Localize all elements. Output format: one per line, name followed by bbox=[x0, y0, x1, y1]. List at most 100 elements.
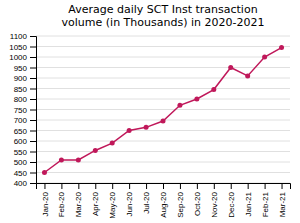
x-tick-label: Mar-21 bbox=[278, 191, 287, 217]
y-tick-label: 1000 bbox=[9, 53, 27, 62]
point bbox=[194, 97, 199, 102]
y-tick-label: 850 bbox=[14, 85, 28, 94]
x-tick-mark bbox=[44, 183, 45, 189]
x-tick: Jun-20 bbox=[125, 183, 134, 216]
chart: Average daily SCT Inst transactionvolume… bbox=[0, 0, 300, 223]
x-tick-mark bbox=[112, 183, 113, 189]
x-tick-label: Jun-20 bbox=[125, 191, 134, 216]
title: Average daily SCT Inst transactionvolume… bbox=[62, 3, 265, 29]
x-tick-label: Sep-20 bbox=[176, 191, 185, 217]
x-tick-mark bbox=[248, 183, 249, 189]
grid-line bbox=[36, 67, 290, 68]
y-axis-line bbox=[30, 37, 37, 184]
x-tick-label: Nov-20 bbox=[210, 191, 219, 217]
x-tick-label: Jan-20 bbox=[41, 191, 50, 216]
x-tick-mark bbox=[197, 183, 198, 189]
grid-line bbox=[36, 78, 290, 79]
grid-line bbox=[36, 172, 290, 173]
x-tick: May-20 bbox=[108, 183, 117, 219]
y-tick-label: 400 bbox=[14, 179, 28, 188]
x-tick: Jul-20 bbox=[142, 183, 151, 214]
x-tick: Aug-20 bbox=[159, 183, 168, 218]
x-tick-mark bbox=[95, 183, 96, 189]
y-axis: 400450 500550 600650 700750 800850 900950 1000… bbox=[9, 32, 36, 188]
y-tick-label: 950 bbox=[14, 64, 28, 73]
x-axis-line bbox=[37, 184, 291, 190]
point bbox=[262, 55, 267, 60]
point bbox=[76, 157, 81, 162]
x-tick-mark bbox=[129, 183, 130, 189]
grid-line bbox=[36, 109, 290, 110]
grid-line bbox=[36, 46, 290, 47]
y-tick-label: 650 bbox=[14, 127, 28, 136]
y-tick-label: 1050 bbox=[9, 43, 27, 52]
x-tick: Mar-21 bbox=[278, 183, 287, 217]
point bbox=[245, 73, 250, 78]
y-tick: 750 bbox=[14, 106, 36, 115]
x-tick-label: Aug-20 bbox=[159, 191, 168, 217]
point bbox=[279, 45, 284, 50]
y-tick-label: 700 bbox=[14, 116, 28, 125]
x-tick: Oct-20 bbox=[193, 183, 202, 216]
y-tick-label: 600 bbox=[14, 137, 28, 146]
y-tick: 850 bbox=[14, 85, 36, 94]
y-tick: 700 bbox=[14, 116, 36, 125]
y-tick-label: 900 bbox=[14, 74, 28, 83]
x-tick-mark bbox=[265, 183, 266, 189]
x-tick: Sep-20 bbox=[176, 183, 185, 218]
y-tick-mark bbox=[30, 57, 36, 58]
y-tick: 650 bbox=[14, 127, 36, 136]
grid-line bbox=[36, 88, 290, 89]
point bbox=[211, 87, 216, 92]
x-tick-mark bbox=[61, 183, 62, 189]
y-tick-mark bbox=[30, 183, 36, 184]
y-tick: 600 bbox=[14, 137, 36, 146]
x-tick: Feb-21 bbox=[261, 183, 270, 217]
y-tick-mark bbox=[30, 131, 36, 132]
y-tick-mark bbox=[30, 89, 36, 90]
y-tick-mark bbox=[30, 78, 36, 79]
y-tick: 800 bbox=[14, 95, 36, 104]
grid-line bbox=[36, 130, 290, 131]
y-tick-label: 450 bbox=[14, 169, 28, 178]
x-tick-mark bbox=[282, 183, 283, 189]
point bbox=[144, 125, 149, 130]
y-tick: 1050 bbox=[9, 43, 36, 52]
x-tick: Dec-20 bbox=[227, 183, 236, 218]
x-axis: Jan-20Feb-20Mar-20Apr-20May-20Jun-20Jul-… bbox=[37, 183, 291, 219]
y-tick-mark bbox=[30, 162, 36, 163]
y-tick-label: 550 bbox=[14, 148, 28, 157]
marks bbox=[42, 45, 284, 175]
x-tick-label: Apr-20 bbox=[91, 191, 100, 216]
y-tick: 450 bbox=[14, 169, 36, 178]
y-tick: 950 bbox=[14, 64, 36, 73]
y-tick-mark bbox=[30, 110, 36, 111]
y-tick-mark bbox=[30, 68, 36, 69]
x-tick-label: Feb-21 bbox=[261, 191, 270, 217]
grid-line bbox=[36, 99, 290, 100]
x-tick: Nov-20 bbox=[210, 183, 219, 218]
y-tick-label: 800 bbox=[14, 95, 28, 104]
x-tick-label: Feb-20 bbox=[57, 191, 66, 217]
x-tick: Jan-20 bbox=[41, 183, 50, 216]
grid-line bbox=[36, 162, 290, 163]
x-tick-label: Oct-20 bbox=[193, 191, 202, 216]
y-tick-mark bbox=[30, 36, 36, 37]
y-tick: 1000 bbox=[9, 53, 36, 62]
x-tick-mark bbox=[180, 183, 181, 189]
y-tick-mark bbox=[30, 173, 36, 174]
x-tick: Apr-20 bbox=[91, 183, 100, 216]
y-tick-mark bbox=[30, 152, 36, 153]
y-tick-mark bbox=[30, 120, 36, 121]
point bbox=[42, 170, 47, 175]
y-tick: 1100 bbox=[10, 32, 36, 41]
x-tick-label: Jan-21 bbox=[244, 191, 253, 216]
y-tick: 500 bbox=[14, 158, 36, 167]
line bbox=[44, 48, 281, 173]
x-tick-label: Dec-20 bbox=[227, 191, 236, 217]
grid-line bbox=[36, 151, 290, 152]
y-tick-mark bbox=[30, 141, 36, 142]
plot: 400450 500550 600650 700750 800850 900950 1000… bbox=[9, 32, 290, 219]
x-tick: Jan-21 bbox=[244, 183, 253, 216]
x-tick: Feb-20 bbox=[57, 183, 66, 217]
